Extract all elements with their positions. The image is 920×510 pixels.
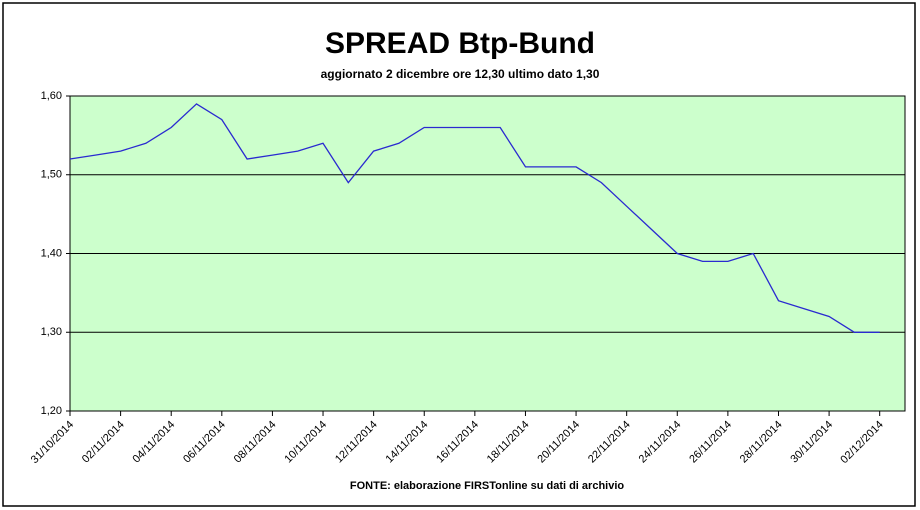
y-tick-label: 1,50: [41, 169, 62, 181]
series-line: [69, 103, 880, 333]
chart-title: SPREAD Btp-Bund: [325, 27, 595, 60]
y-tick-label: 1,30: [41, 326, 62, 338]
source-note: FONTE: elaborazione FIRSTonline su dati …: [350, 480, 624, 492]
y-tick-label: 1,40: [41, 247, 62, 259]
y-tick-label: 1,20: [41, 405, 62, 417]
chart-subtitle: aggiornato 2 dicembre ore 12,30 ultimo d…: [321, 67, 600, 81]
y-tick-label: 1,60: [41, 90, 62, 102]
